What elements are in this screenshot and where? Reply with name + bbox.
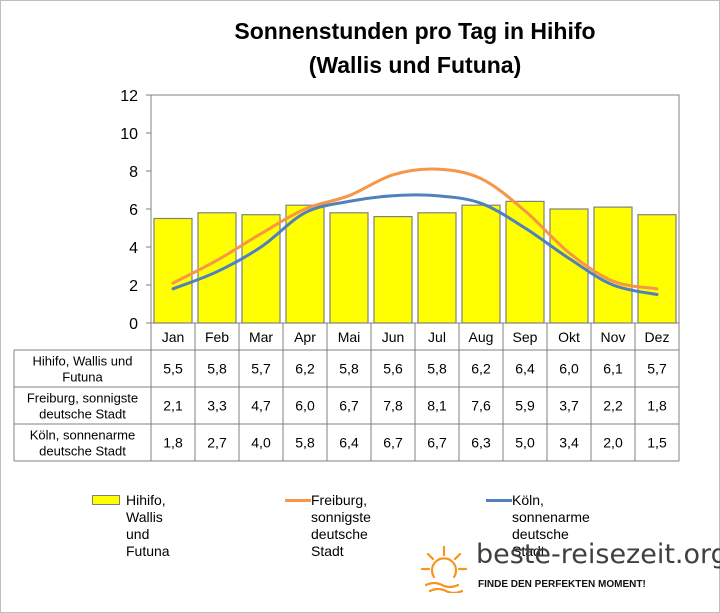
y-tick-label: 8 bbox=[129, 164, 138, 181]
x-tick-label: Jun bbox=[382, 329, 405, 345]
brand-slogan: FINDE DEN PERFEKTEN MOMENT! bbox=[478, 579, 646, 590]
bar-hihifo bbox=[153, 217, 193, 324]
table-cell-value: 6,7 bbox=[427, 435, 447, 451]
bar-hihifo bbox=[593, 206, 633, 324]
line-koeln bbox=[171, 193, 659, 296]
y-tick-label: 10 bbox=[120, 126, 138, 143]
legend: Hihifo, Wallis und Futuna Freiburg, sonn… bbox=[0, 492, 720, 559]
legend-key-freiburg-line bbox=[285, 499, 311, 502]
table-cell-value: 6,0 bbox=[295, 398, 315, 414]
legend-label-freiburg: Freiburg, sonnigste deutsche Stadt bbox=[311, 492, 371, 559]
x-tick-label: Nov bbox=[601, 329, 626, 345]
table-cell-value: 4,0 bbox=[251, 435, 271, 451]
table-row-label: Köln, sonnenarme bbox=[30, 428, 136, 443]
bar-hihifo bbox=[241, 214, 281, 324]
x-tick-label: Jul bbox=[428, 329, 446, 345]
table-cell-value: 7,6 bbox=[471, 398, 491, 414]
table-cell-value: 6,1 bbox=[603, 361, 623, 377]
x-tick-label: Mar bbox=[249, 329, 273, 345]
table-cell-value: 3,7 bbox=[559, 398, 579, 414]
table-row-label: deutsche Stadt bbox=[39, 444, 126, 459]
table-cell-value: 6,4 bbox=[515, 361, 535, 377]
table-cell-value: 6,4 bbox=[339, 435, 359, 451]
table-cell-value: 6,7 bbox=[339, 398, 359, 414]
legend-key-bar bbox=[92, 495, 120, 505]
legend-label-koeln: Köln, sonnenarme deutsche Stadt bbox=[512, 492, 590, 559]
legend-label-hihifo: Hihifo, Wallis und Futuna bbox=[126, 492, 170, 559]
bar-hihifo bbox=[417, 212, 457, 324]
y-tick-label: 4 bbox=[129, 240, 138, 257]
table-cell-value: 3,3 bbox=[207, 398, 227, 414]
x-tick-label: Aug bbox=[469, 329, 494, 345]
table-cell-value: 2,0 bbox=[603, 435, 623, 451]
x-tick-label: Dez bbox=[645, 329, 670, 345]
x-tick-label: Feb bbox=[205, 329, 229, 345]
table-cell-value: 7,8 bbox=[383, 398, 403, 414]
y-tick-label: 6 bbox=[129, 202, 138, 219]
line-freiburg bbox=[171, 167, 659, 291]
bar-hihifo bbox=[373, 216, 413, 324]
table-cell-value: 5,7 bbox=[647, 361, 667, 377]
chart-title-line-1: Sonnenstunden pro Tag in Hihifo bbox=[234, 18, 596, 44]
chart-title-line-2: (Wallis und Futuna) bbox=[308, 52, 522, 78]
table-cell-value: 5,8 bbox=[427, 361, 447, 377]
x-tick-label: Mai bbox=[338, 329, 361, 345]
table-cell-value: 6,3 bbox=[471, 435, 491, 451]
bar-hihifo bbox=[637, 214, 677, 324]
table-cell-value: 8,1 bbox=[427, 398, 447, 414]
bar-hihifo bbox=[461, 204, 501, 324]
table-cell-value: 5,8 bbox=[207, 361, 227, 377]
table-cell-value: 5,0 bbox=[515, 435, 535, 451]
x-tick-label: Sep bbox=[513, 329, 538, 345]
table-cell-value: 5,9 bbox=[515, 398, 535, 414]
table-row-label: Hihifo, Wallis und bbox=[33, 354, 133, 369]
legend-key-koeln-line bbox=[486, 499, 512, 502]
table-cell-value: 6,7 bbox=[383, 435, 403, 451]
table-cell-value: 6,0 bbox=[559, 361, 579, 377]
table-cell-value: 1,5 bbox=[647, 435, 667, 451]
table-cell-value: 6,2 bbox=[295, 361, 315, 377]
bar-hihifo bbox=[285, 204, 325, 324]
table-cell-value: 5,8 bbox=[295, 435, 315, 451]
table-cell-value: 3,4 bbox=[559, 435, 579, 451]
table-cell-value: 2,7 bbox=[207, 435, 227, 451]
brand-name: beste-reisezeit.org bbox=[476, 539, 720, 570]
y-tick-label: 0 bbox=[129, 316, 138, 333]
table-row-label: Freiburg, sonnigste bbox=[27, 391, 138, 406]
table-row-label: deutsche Stadt bbox=[39, 407, 126, 422]
table-cell-value: 2,2 bbox=[603, 398, 623, 414]
y-tick-label: 12 bbox=[120, 88, 138, 105]
table-cell-value: 2,1 bbox=[163, 398, 183, 414]
sun-icon bbox=[420, 545, 468, 593]
table-cell-value: 5,6 bbox=[383, 361, 403, 377]
brand-logo: beste-reisezeit.org FINDE DEN PERFEKTEN … bbox=[420, 535, 720, 605]
table-row-label: Futuna bbox=[62, 370, 103, 385]
y-tick-label: 2 bbox=[129, 278, 138, 295]
table-cell-value: 4,7 bbox=[251, 398, 271, 414]
table-cell-value: 1,8 bbox=[647, 398, 667, 414]
table-cell-value: 1,8 bbox=[163, 435, 183, 451]
chart-title: Sonnenstunden pro Tag in Hihifo (Wallis … bbox=[150, 14, 680, 82]
table-cell-value: 5,8 bbox=[339, 361, 359, 377]
table-cell-value: 5,7 bbox=[251, 361, 271, 377]
table-cell-value: 5,5 bbox=[163, 361, 183, 377]
x-tick-label: Okt bbox=[558, 329, 580, 345]
x-tick-label: Jan bbox=[162, 329, 185, 345]
x-tick-label: Apr bbox=[294, 329, 316, 345]
table-cell-value: 6,2 bbox=[471, 361, 491, 377]
bar-hihifo bbox=[329, 212, 369, 324]
